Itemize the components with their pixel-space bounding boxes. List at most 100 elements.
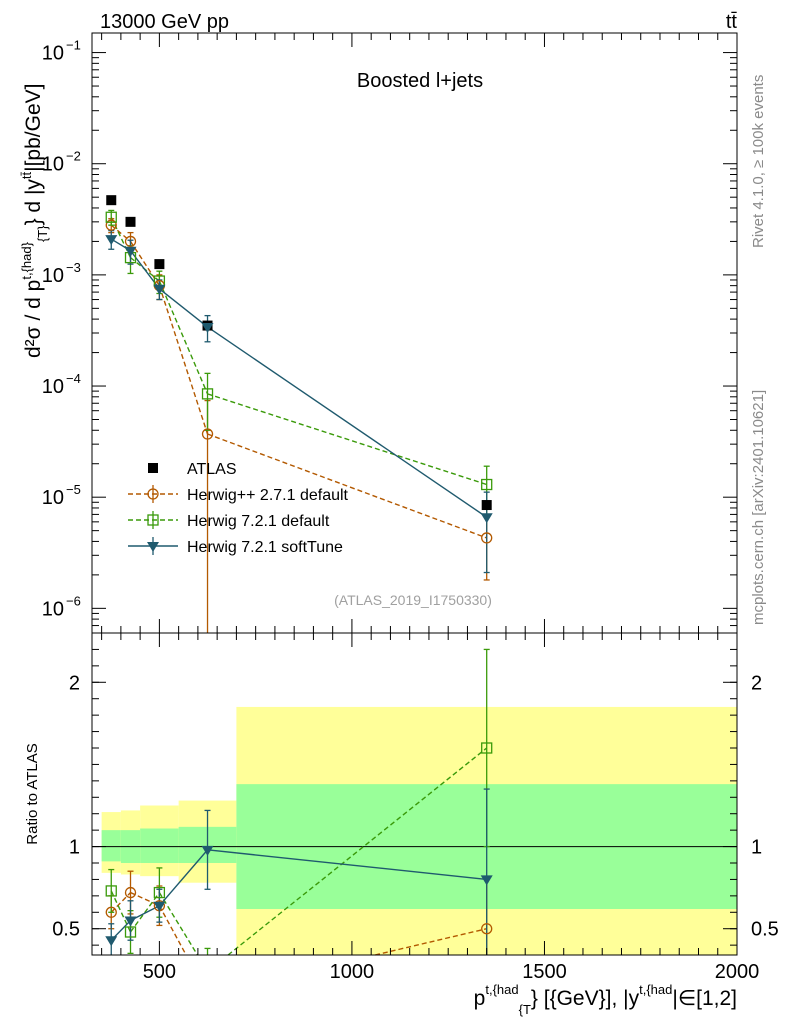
legend-marker-3	[147, 542, 159, 552]
xlabel-sup1: t,{had	[485, 982, 518, 997]
main-s3-point-0	[105, 235, 118, 246]
main-y-axis-label: d²σ / d pt,{had}{T}} d |ytt̄|[pb/GeV]	[19, 84, 50, 358]
energy-label: 13000 GeV pp	[100, 11, 229, 33]
main-s1-point-1	[124, 235, 137, 248]
ratio-ytick-label-right-1: 1	[751, 837, 762, 859]
ratio-s2-segment-2	[158, 849, 209, 907]
main-ytick-exp-2: −4	[66, 371, 81, 386]
ratio-s0-segment-2	[158, 905, 187, 956]
main-ytick-label-1: 10	[42, 487, 64, 509]
analysis-watermark: (ATLAS_2019_I1750330)	[334, 592, 492, 608]
legend-label-0: ATLAS	[187, 461, 237, 478]
xtick-label-0: 500	[143, 961, 176, 983]
ratio-s1-point-0	[105, 885, 117, 897]
main-s3-segment-3	[207, 326, 488, 518]
legend-marker-1	[147, 488, 159, 500]
legend-label-2: Herwig 7.2.1 default	[187, 513, 330, 530]
ratio-s2-point-2	[153, 901, 166, 912]
main-s1-point-3	[201, 428, 214, 440]
main-ytick-label-5: 10	[42, 43, 64, 65]
main-ytick-label-3: 10	[42, 265, 64, 287]
ylabel-sup2: tt̄	[19, 171, 34, 179]
main-s0-point-0	[106, 195, 117, 206]
ratio-ytick-label-left-1: 1	[69, 837, 80, 859]
xlabel-sub: {T	[519, 1002, 531, 1017]
main-ytick-label-0: 10	[42, 598, 64, 620]
legend-label-1: Herwig++ 2.7.1 default	[187, 487, 349, 504]
ylabel-unit: |[pb/GeV]	[22, 84, 45, 172]
ratio-plot-frame	[91, 632, 738, 956]
band-green-0	[101, 830, 121, 862]
main-ytick-exp-0: −6	[66, 593, 81, 608]
xlabel-mid: } [{GeV}], |y	[531, 987, 640, 1010]
x-axis-label: pt,{had{T} [{GeV}], |yt,{had|∈[1,2]	[474, 982, 737, 1017]
main-ytick-exp-5: −1	[66, 38, 81, 53]
ratio-s0-point-0	[105, 906, 117, 918]
main-s3-point-2	[153, 284, 166, 295]
ratio-ytick-label-left-0: 0.5	[52, 919, 80, 941]
process-label: tt̄	[726, 11, 738, 33]
ratio-s1-segment-2	[158, 892, 199, 956]
ratio-ytick-label-left-2: 2	[69, 672, 80, 694]
rivet-label: Rivet 4.1.0, ≥ 100k events	[750, 75, 767, 248]
main-s1-segment-0	[110, 224, 131, 242]
legend-marker-0	[148, 463, 158, 473]
ratio-s1-point-2	[153, 886, 166, 899]
main-s1-segment-2	[158, 285, 209, 435]
main-s3-point-3	[201, 322, 214, 333]
ratio-s2-point-0	[105, 936, 118, 947]
main-s1-point-0	[105, 219, 117, 231]
band-green-2	[140, 828, 179, 863]
main-ytick-label-2: 10	[42, 376, 64, 398]
xlabel-sup2: t,{had	[639, 982, 672, 997]
xtick-label-1: 1000	[330, 961, 375, 983]
ratio-s2-segment-3	[207, 849, 487, 881]
main-ytick-label-4: 10	[42, 154, 64, 176]
ratio-s1-point-4	[481, 742, 493, 754]
main-s1-point-4	[481, 532, 493, 544]
ratio-s1-point-1	[124, 926, 137, 938]
data-markers	[105, 195, 493, 947]
xlabel-p: p	[474, 987, 486, 1010]
legend-marker-2	[147, 514, 159, 526]
ratio-s2-point-3	[201, 845, 214, 856]
main-s2-point-3	[201, 388, 214, 400]
ratio-s1-segment-3	[227, 747, 488, 956]
ratio-ytick-label-right-0: 0.5	[751, 919, 779, 941]
main-s0-point-4	[481, 500, 492, 511]
main-ytick-exp-3: −3	[66, 260, 81, 275]
ylabel-main: d²σ / d p	[22, 280, 45, 358]
ratio-s0-point-4	[481, 923, 493, 935]
xtick-label-2: 1500	[522, 961, 567, 983]
main-s3-point-4	[480, 513, 493, 524]
main-ytick-exp-1: −5	[66, 482, 81, 497]
main-s3-point-1	[124, 246, 137, 257]
ylabel-sup: t,{had}	[19, 241, 34, 279]
uncertainty-bands	[92, 706, 737, 955]
legend: ATLAS Herwig++ 2.7.1 default Herwig 7.2.1 …	[128, 461, 349, 556]
main-s2-point-4	[481, 478, 493, 491]
panel-title: Boosted l+jets	[357, 70, 483, 92]
ratio-s0-segment-3	[374, 928, 487, 956]
legend-label-3: Herwig 7.2.1 softTune	[187, 539, 343, 556]
main-s2-segment-3	[207, 393, 487, 486]
main-ytick-exp-4: −2	[66, 149, 81, 164]
mcplots-label: mcplots.cern.ch [arXiv:2401.10621]	[750, 390, 767, 625]
main-s0-point-2	[154, 259, 165, 270]
main-s2-segment-2	[158, 280, 209, 395]
ratio-y-axis-label: Ratio to ATLAS	[24, 743, 41, 844]
ylabel-sub: {T}	[35, 225, 50, 242]
ratio-s1-segment-1	[129, 892, 160, 933]
ratio-s0-point-1	[124, 886, 137, 899]
ylabel-rest: } d |y	[22, 179, 45, 226]
main-s3-segment-2	[158, 288, 208, 328]
xtick-label-3: 2000	[715, 961, 760, 983]
xlabel-tail: |∈[1,2]	[672, 987, 737, 1010]
main-s0-point-1	[125, 216, 136, 227]
ratio-s2-point-1	[124, 916, 137, 927]
ratio-ytick-label-right-2: 2	[751, 672, 762, 694]
main-s2-point-0	[105, 211, 117, 223]
error-bars	[108, 209, 490, 955]
